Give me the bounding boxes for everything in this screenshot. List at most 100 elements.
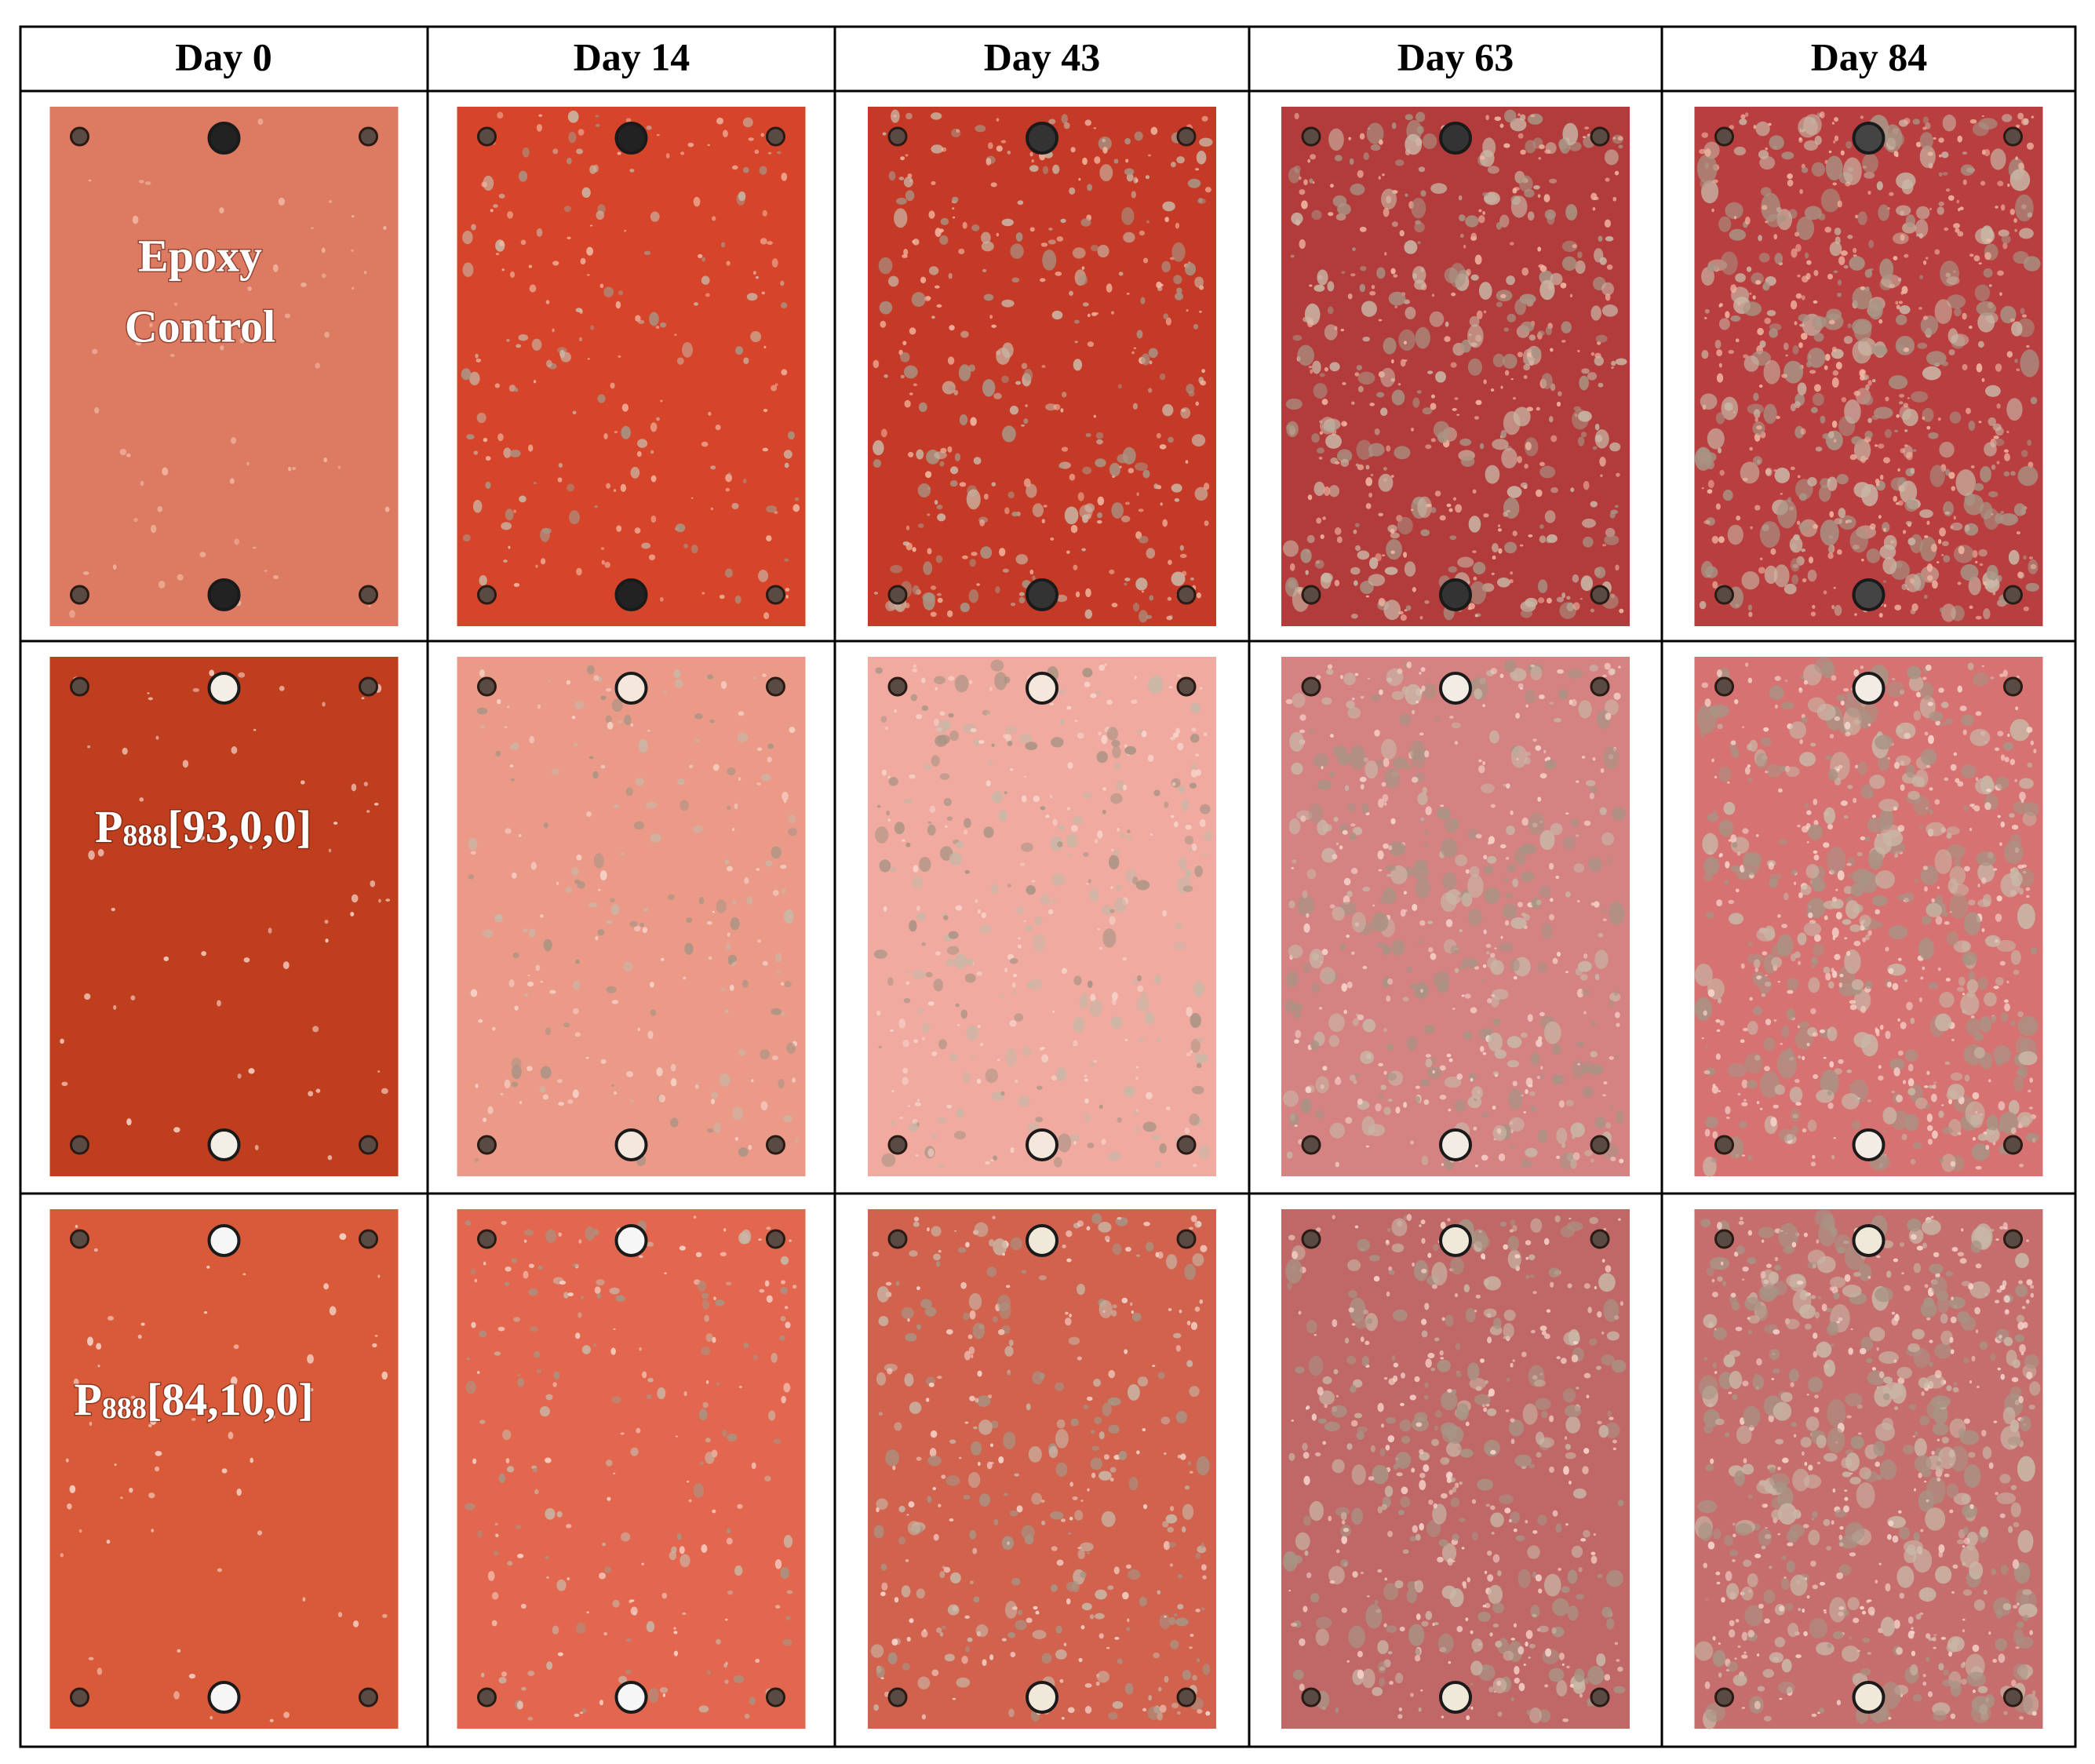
surface-speckle: [1123, 231, 1135, 243]
surface-speckle: [1926, 1113, 1933, 1123]
surface-speckle: [1831, 122, 1835, 125]
surface-speckle: [948, 713, 954, 718]
surface-speckle: [1871, 378, 1876, 383]
surface-speckle: [1048, 909, 1054, 915]
surface-speckle: [1869, 268, 1874, 272]
surface-speckle: [518, 170, 528, 182]
surface-speckle: [933, 979, 944, 992]
surface-speckle: [1607, 858, 1612, 865]
surface-speckle: [1422, 133, 1437, 150]
surface-speckle: [1354, 1225, 1359, 1229]
surface-speckle: [1749, 446, 1753, 451]
surface-speckle: [1053, 403, 1061, 410]
surface-speckle: [1166, 1254, 1178, 1270]
surface-speckle: [1993, 986, 1999, 990]
surface-speckle: [1387, 1651, 1393, 1655]
surface-speckle: [1946, 931, 1958, 946]
surface-speckle: [683, 1391, 687, 1397]
surface-speckle: [515, 1525, 522, 1529]
surface-speckle: [1110, 1310, 1117, 1317]
surface-speckle: [676, 357, 684, 365]
surface-speckle: [966, 489, 981, 510]
surface-speckle: [1445, 321, 1449, 327]
surface-speckle: [1302, 890, 1308, 898]
surface-speckle: [1141, 353, 1150, 366]
surface-speckle: [1110, 1015, 1123, 1029]
surface-speckle: [1329, 904, 1335, 909]
surface-speckle: [1099, 1431, 1105, 1440]
surface-speckle: [1108, 1152, 1121, 1161]
surface-speckle: [1828, 150, 1832, 154]
surface-speckle: [1102, 928, 1117, 948]
surface-speckle: [524, 993, 528, 997]
surface-speckle: [1115, 779, 1125, 791]
mount-hole: [2003, 676, 2023, 697]
surface-speckle: [586, 811, 592, 817]
surface-speckle: [1432, 1070, 1435, 1074]
surface-speckle: [528, 928, 536, 938]
surface-speckle: [898, 1018, 906, 1029]
surface-speckle: [1361, 1116, 1375, 1136]
surface-speckle: [2029, 1077, 2034, 1083]
surface-speckle: [598, 888, 601, 891]
surface-speckle: [2031, 115, 2035, 118]
surface-speckle: [1903, 403, 1909, 408]
surface-speckle: [606, 483, 611, 489]
surface-speckle: [1073, 564, 1078, 570]
surface-speckle: [2000, 510, 2005, 515]
surface-speckle: [1862, 937, 1867, 942]
surface-speckle: [1838, 508, 1846, 519]
surface-speckle: [1894, 854, 1899, 858]
surface-speckle: [1427, 370, 1434, 374]
surface-speckle: [1112, 745, 1121, 759]
surface-speckle: [927, 513, 931, 516]
surface-speckle: [1124, 745, 1137, 755]
surface-speckle: [1922, 315, 1928, 320]
surface-speckle: [618, 1675, 628, 1684]
surface-speckle: [1783, 360, 1804, 384]
surface-speckle: [1136, 492, 1139, 497]
surface-speckle: [1131, 1312, 1142, 1321]
surface-speckle: [1935, 916, 1943, 925]
surface-speckle: [1171, 782, 1176, 786]
surface-speckle: [1309, 284, 1313, 287]
surface-speckle: [228, 1431, 234, 1440]
surface-speckle: [1486, 855, 1497, 864]
surface-speckle: [1831, 377, 1839, 388]
surface-speckle: [1135, 578, 1148, 591]
surface-speckle: [556, 1511, 563, 1518]
surface-speckle: [1067, 854, 1072, 858]
surface-speckle: [1131, 351, 1135, 355]
surface-speckle: [1113, 1566, 1120, 1575]
surface-speckle: [939, 228, 944, 233]
surface-speckle: [1868, 239, 1875, 249]
surface-speckle: [1836, 694, 1845, 702]
surface-speckle: [1919, 132, 1933, 150]
surface-speckle: [1615, 564, 1620, 571]
surface-speckle: [1386, 1073, 1397, 1081]
surface-speckle: [1397, 668, 1403, 675]
surface-speckle: [1481, 1154, 1488, 1161]
surface-speckle: [764, 1475, 771, 1482]
surface-speckle: [195, 833, 198, 836]
surface-speckle: [1733, 146, 1747, 156]
surface-speckle: [975, 125, 986, 133]
surface-speckle: [1450, 1497, 1460, 1507]
surface-speckle: [1831, 346, 1837, 352]
surface-speckle: [780, 864, 787, 869]
surface-speckle: [239, 337, 245, 344]
surface-speckle: [1619, 1158, 1624, 1164]
surface-speckle: [656, 1067, 663, 1077]
surface-speckle: [941, 1474, 946, 1479]
surface-speckle: [981, 231, 991, 244]
surface-speckle: [997, 1328, 1005, 1336]
surface-speckle: [242, 1273, 246, 1276]
surface-speckle: [377, 1070, 381, 1073]
surface-speckle: [1412, 903, 1418, 911]
surface-speckle: [1791, 869, 1798, 875]
surface-speckle: [558, 1102, 564, 1106]
surface-speckle: [1800, 125, 1805, 130]
surface-speckle: [1503, 109, 1517, 123]
surface-speckle: [989, 1443, 994, 1448]
surface-speckle: [250, 845, 253, 850]
